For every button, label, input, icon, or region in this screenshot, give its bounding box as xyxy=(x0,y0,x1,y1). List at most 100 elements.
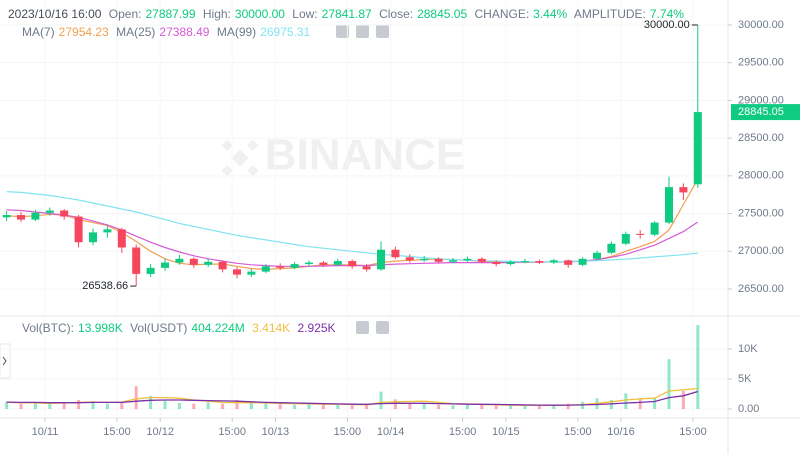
volume-bar xyxy=(494,405,498,410)
candle-body xyxy=(521,261,529,263)
legend-value: 13.998K xyxy=(78,321,123,335)
volume-ma-line xyxy=(6,390,698,406)
volume-bar xyxy=(696,325,700,410)
candle-body xyxy=(132,247,141,274)
volume-bar xyxy=(537,406,541,410)
volume-bar xyxy=(221,403,225,410)
candle-body xyxy=(348,261,357,267)
legend-name: MA(99) xyxy=(216,25,257,39)
candle-body xyxy=(607,243,616,253)
low-marker-label: 26538.66 xyxy=(82,280,128,292)
volume-bar xyxy=(77,400,81,410)
volume-bar xyxy=(437,404,441,410)
value: 7.74% xyxy=(649,7,684,21)
y-tick-label: 27500.00 xyxy=(738,207,784,219)
legend-value: 3.414K xyxy=(252,321,291,335)
legend-value: 404.224M xyxy=(191,321,245,335)
candle-body xyxy=(665,187,673,223)
candle-body xyxy=(449,260,457,262)
watermark: BINANCE xyxy=(265,131,465,180)
volume-bar xyxy=(480,404,484,410)
y-tick-label: 28500.00 xyxy=(738,132,784,144)
candle-body xyxy=(535,261,544,263)
volume-bar xyxy=(62,402,66,410)
x-tick-label: 10/13 xyxy=(262,426,290,438)
legend-name: MA(25) xyxy=(116,25,156,39)
candle-body xyxy=(420,258,429,261)
candle-body xyxy=(650,222,659,235)
label: Close: xyxy=(379,7,414,21)
volume-bar xyxy=(120,401,124,410)
last-price-tag xyxy=(731,104,800,121)
volume-bar xyxy=(393,399,397,410)
candle-body xyxy=(218,261,227,270)
candle-body xyxy=(477,258,486,262)
x-tick-label: 10/15 xyxy=(492,426,520,438)
candle-body xyxy=(89,232,97,243)
y-tick-label: 26500.00 xyxy=(738,283,784,295)
candle-body xyxy=(175,258,184,263)
volume-bar xyxy=(408,403,412,410)
x-tick-label: 15:00 xyxy=(564,426,592,438)
ohlc-header: 2023/10/16 16:00 Open: 27887.99 High: 3000… xyxy=(8,7,688,21)
value: 27887.99 xyxy=(145,7,196,21)
candle-body xyxy=(103,229,112,233)
candle-body xyxy=(189,258,198,265)
ma-header: MA(7) 27954.23 MA(25) 27388.49 MA(99) 26975… xyxy=(22,25,314,39)
candle-body xyxy=(377,249,385,270)
candle-body xyxy=(204,261,213,265)
candle-body xyxy=(17,215,25,220)
label: Low: xyxy=(292,7,318,21)
volume-bar xyxy=(163,400,167,410)
candle-body xyxy=(636,233,645,235)
y-tick-label: 30000.00 xyxy=(738,19,784,31)
value: 28845.05 xyxy=(417,7,468,21)
volume-bar xyxy=(235,400,239,410)
volume-bar xyxy=(465,404,469,410)
volume-bar xyxy=(249,403,253,410)
y-tick-label: 29000.00 xyxy=(738,94,784,106)
candle-body xyxy=(593,252,601,259)
volume-bar xyxy=(422,403,426,410)
volume-bar xyxy=(624,393,628,410)
volume-bar xyxy=(350,405,354,410)
volume-bar xyxy=(105,403,109,410)
volume-bar xyxy=(365,404,369,410)
x-tick-label: 10/16 xyxy=(607,426,635,438)
volume-bar xyxy=(336,404,340,410)
side-toggle[interactable] xyxy=(0,343,11,379)
legend-value: 27954.23 xyxy=(58,25,109,39)
candle-body xyxy=(74,216,83,243)
last-price-label: 28845.05 xyxy=(738,106,784,118)
candle-body xyxy=(549,260,558,263)
volume-bar xyxy=(206,402,210,410)
volume-bar xyxy=(653,397,657,410)
volume-bar xyxy=(681,391,685,410)
label: Open: xyxy=(108,7,142,21)
label: AMPLITUDE: xyxy=(573,7,646,21)
volume-bar xyxy=(91,401,95,410)
candle-body xyxy=(2,215,11,218)
indicator-icons[interactable] xyxy=(336,25,389,334)
legend-name: MA(7) xyxy=(22,25,55,39)
candle-body xyxy=(117,229,126,248)
candle-body xyxy=(276,266,285,268)
volume-bar xyxy=(509,406,513,410)
candle-body xyxy=(391,249,400,258)
y-tick-label: 28000.00 xyxy=(738,170,784,182)
value: 3.44% xyxy=(533,7,568,21)
y-tick-label: 10K xyxy=(738,343,758,355)
candle-body xyxy=(693,112,702,185)
value: 30000.00 xyxy=(234,7,285,21)
y-tick-label: 29500.00 xyxy=(738,57,784,69)
x-tick-label: 10/12 xyxy=(146,426,174,438)
candle-body xyxy=(290,264,299,268)
x-tick-label: 15:00 xyxy=(218,426,246,438)
volume-bar xyxy=(523,405,527,410)
legend-name: Vol(USDT) xyxy=(130,321,188,335)
volume-bar xyxy=(278,404,282,410)
candle-body xyxy=(233,269,241,275)
candle-body xyxy=(247,271,256,275)
